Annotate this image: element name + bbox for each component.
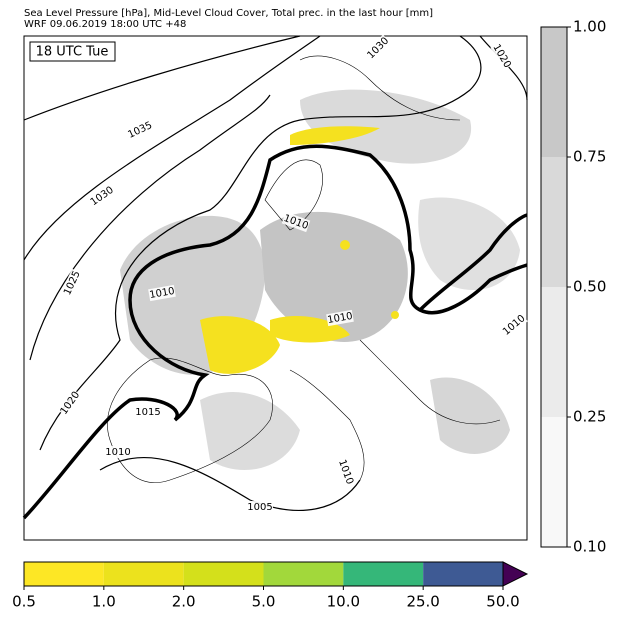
isobars (23, 35, 528, 511)
colorbar-tick-label: 0.50 (573, 278, 606, 296)
cloud-colorbar: 1.00 0.75 0.50 0.25 0.10 (540, 18, 606, 556)
isobar (29, 94, 271, 361)
isobar-label-bg (490, 41, 514, 71)
cloud-area (430, 377, 510, 454)
isobar-label-bg (500, 312, 528, 338)
coastline (107, 357, 273, 483)
colorbar-band (541, 417, 567, 547)
precip-area (200, 316, 280, 374)
time-label-box (29, 41, 116, 62)
colorbar-tick-label: 1.00 (573, 18, 606, 36)
colorbar-tick-label: 10.0 (327, 593, 360, 611)
precip-area (391, 311, 399, 319)
isobar-label-bg (148, 284, 176, 302)
subtitle: WRF 09.06.2019 18:00 UTC +48 (24, 19, 186, 30)
colorbar-band (24, 562, 104, 586)
isobar (479, 35, 528, 101)
cloud-area (418, 197, 520, 290)
coastline (359, 339, 501, 425)
title: Sea Level Pressure [hPa], Mid-Level Clou… (24, 8, 433, 19)
isobar (23, 35, 321, 261)
cloud-area (260, 211, 408, 342)
colorbar-tick-label: 1.0 (92, 593, 116, 611)
isobar-label-bg (335, 457, 357, 487)
colorbar-tick-label: 0.10 (573, 538, 606, 556)
coastline (299, 55, 461, 121)
colorbar-band (103, 562, 184, 586)
colorbar-tick-label: 0.5 (12, 593, 36, 611)
colorbar-tick-label: 0.75 (573, 148, 606, 166)
isobar-label-bg (105, 446, 131, 458)
colorbar-tick-label: 25.0 (406, 593, 439, 611)
isobar-label-bg (247, 501, 273, 513)
colorbar-tick-label: 5.0 (252, 593, 276, 611)
colorbar-band (343, 562, 424, 586)
colorbar-band (541, 287, 567, 417)
isobar-label: 1010 (327, 311, 354, 326)
isobar (39, 35, 482, 451)
map-frame (23, 35, 528, 541)
isobar-label-bg (61, 268, 83, 298)
map: 18 UTC Tue (22, 35, 528, 541)
colorbar-band (541, 27, 567, 157)
colorbar-tick-label: 50.0 (486, 593, 519, 611)
time-label: 18 UTC Tue (36, 45, 109, 60)
colorbar-band (541, 157, 567, 287)
colorbar-band (423, 562, 503, 586)
coastline (289, 369, 365, 481)
colorbar-band (183, 562, 264, 586)
isobar-label-bg (326, 309, 354, 327)
colorbar-tick-label: 0.25 (573, 408, 606, 426)
precip-area (290, 126, 380, 145)
isobar-label: 1015 (135, 407, 160, 418)
isobar-label-bg (364, 34, 392, 62)
bold-isobars (22, 144, 528, 520)
precip-area (340, 240, 350, 250)
colorbar-extend (502, 561, 529, 587)
precip-colorbar: 0.5 1.0 2.0 5.0 10.0 25.0 50.0 (12, 561, 529, 611)
isobar-label-bg (57, 388, 83, 418)
isobar-label-bg (135, 406, 161, 418)
isobar-label: 1010 (105, 447, 130, 458)
cloud-area (200, 391, 300, 470)
isobar-label: 1005 (247, 502, 272, 513)
isobar-label-bg (281, 211, 311, 233)
isobar (99, 456, 361, 511)
colorbar-tick-label: 2.0 (172, 593, 196, 611)
isobar-label-bg (125, 119, 155, 141)
colorbar-band (263, 562, 344, 586)
isobar-1010 (22, 144, 528, 520)
isobar (23, 35, 301, 121)
isobar-label-bg (87, 183, 117, 209)
cloud-area (300, 89, 472, 164)
isobar-label: 1010 (149, 286, 176, 301)
isobar-1010 (418, 213, 528, 312)
